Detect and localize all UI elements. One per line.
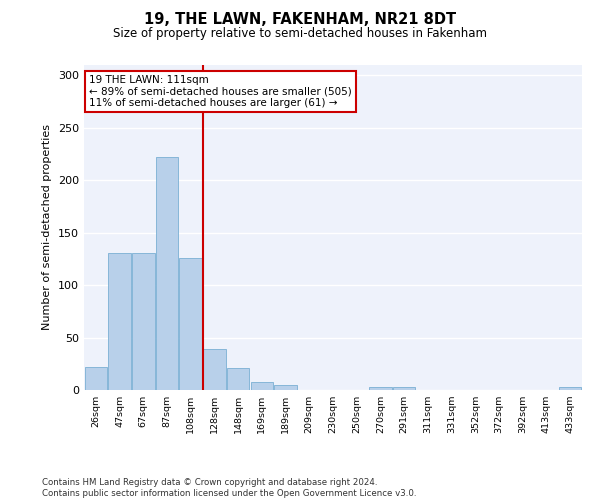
Bar [369, 387, 392, 390]
Bar [132, 252, 155, 390]
Bar [156, 158, 178, 390]
Text: Size of property relative to semi-detached houses in Fakenham: Size of property relative to semi-detach… [113, 28, 487, 40]
Bar [227, 368, 250, 390]
Bar [393, 387, 415, 390]
Text: Contains HM Land Registry data © Crown copyright and database right 2024.
Contai: Contains HM Land Registry data © Crown c… [42, 478, 416, 498]
Bar [559, 387, 581, 390]
Bar [274, 385, 297, 390]
Y-axis label: Number of semi-detached properties: Number of semi-detached properties [43, 124, 52, 330]
Bar [203, 349, 226, 390]
Bar [179, 258, 202, 390]
Text: 19 THE LAWN: 111sqm
← 89% of semi-detached houses are smaller (505)
11% of semi-: 19 THE LAWN: 111sqm ← 89% of semi-detach… [89, 74, 352, 108]
Bar [85, 367, 107, 390]
Text: 19, THE LAWN, FAKENHAM, NR21 8DT: 19, THE LAWN, FAKENHAM, NR21 8DT [144, 12, 456, 28]
Bar [251, 382, 273, 390]
Bar [109, 252, 131, 390]
